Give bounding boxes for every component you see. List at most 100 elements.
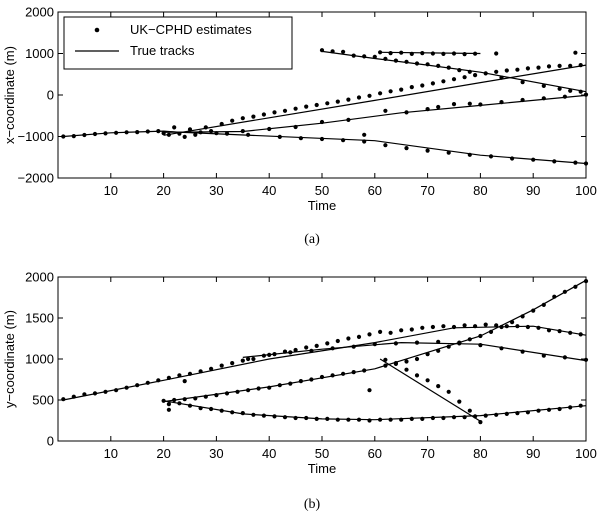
estimate-point	[494, 69, 499, 74]
y-tick-label: 1000	[25, 352, 54, 367]
x-tick-label: 90	[526, 446, 540, 461]
estimate-point	[478, 333, 483, 339]
estimate-point	[578, 332, 583, 337]
x-tick-label: 80	[473, 183, 487, 198]
estimate-point	[166, 375, 171, 380]
estimate-point	[145, 380, 150, 385]
y-tick-label: 500	[32, 393, 54, 408]
true-track-line	[163, 64, 587, 136]
estimate-point	[314, 343, 319, 348]
estimate-point	[383, 363, 388, 368]
estimate-point	[82, 392, 87, 397]
estimate-point	[187, 403, 193, 408]
estimate-point	[256, 386, 261, 391]
estimate-point	[330, 373, 335, 378]
estimate-point	[531, 157, 536, 162]
estimate-point	[209, 406, 214, 412]
estimate-point	[304, 415, 309, 421]
estimate-point	[251, 114, 256, 119]
estimate-point	[135, 383, 140, 388]
estimate-point	[436, 384, 441, 389]
estimate-point	[541, 353, 546, 358]
estimate-point	[509, 156, 515, 161]
estimate-point	[325, 101, 330, 106]
estimate-point	[293, 124, 298, 130]
estimate-point	[356, 334, 362, 339]
estimate-point	[383, 143, 388, 148]
x-tick-label: 40	[262, 446, 276, 461]
estimate-point	[568, 330, 573, 335]
estimate-point	[272, 352, 277, 357]
x-tick-label: 90	[526, 183, 540, 198]
panel-caption: (a)	[304, 232, 320, 247]
estimate-point	[388, 51, 393, 56]
estimate-point	[552, 159, 557, 164]
estimate-point	[166, 407, 171, 412]
y-tick-label: 1000	[25, 46, 54, 61]
estimate-point	[583, 92, 589, 97]
estimate-point	[182, 379, 187, 384]
estimate-point	[235, 389, 240, 394]
y-tick-label: −1000	[17, 129, 54, 144]
estimate-point	[557, 329, 562, 334]
estimate-point	[494, 323, 499, 328]
estimate-point	[446, 150, 451, 155]
estimate-point	[240, 129, 245, 134]
estimate-point	[378, 50, 383, 55]
x-tick-label: 10	[104, 183, 118, 198]
estimate-point	[430, 81, 435, 86]
estimate-point	[224, 131, 230, 136]
estimate-point	[166, 402, 171, 407]
estimate-point	[319, 119, 325, 125]
estimate-point	[525, 324, 531, 330]
estimate-point	[525, 410, 531, 415]
estimate-point	[536, 325, 541, 330]
estimate-point	[430, 51, 435, 56]
estimate-point	[288, 381, 293, 386]
estimate-point	[267, 352, 272, 357]
estimate-point	[193, 396, 198, 401]
x-tick-label: 20	[156, 183, 170, 198]
estimate-point	[198, 369, 203, 374]
estimate-point	[124, 385, 129, 390]
estimate-point	[346, 336, 351, 341]
estimate-point	[124, 130, 129, 135]
estimate-point	[494, 51, 499, 56]
estimate-point	[367, 332, 372, 337]
estimate-point	[293, 347, 298, 353]
estimate-point	[462, 75, 467, 80]
estimate-point	[478, 102, 483, 107]
estimate-point	[473, 51, 478, 56]
estimate-point	[272, 414, 277, 419]
x-tick-label: 50	[315, 446, 329, 461]
estimate-point	[583, 357, 589, 362]
estimate-point	[251, 412, 256, 417]
estimate-point	[246, 356, 251, 362]
estimate-point	[531, 308, 536, 313]
estimate-point	[166, 132, 171, 137]
estimate-point	[425, 148, 430, 153]
estimate-point	[562, 94, 568, 99]
estimate-point	[325, 341, 330, 346]
estimate-point	[251, 356, 256, 362]
estimate-point	[457, 68, 462, 73]
estimate-point	[383, 357, 388, 362]
estimate-point	[304, 345, 309, 350]
estimate-point	[293, 415, 298, 421]
panel-b-y-coordinate-chart: 10 20 30 40 50 60 70 80 90 1000500100015002000Tim…	[2, 270, 597, 513]
estimate-point	[267, 385, 272, 390]
estimate-point	[378, 329, 383, 334]
y-tick-label: 2000	[25, 5, 54, 20]
estimate-point	[499, 324, 504, 330]
estimate-point	[214, 393, 219, 398]
estimate-point	[314, 416, 319, 421]
estimate-point	[351, 344, 356, 349]
estimate-point	[404, 367, 409, 372]
estimate-point	[272, 110, 277, 115]
estimate-point	[451, 51, 457, 56]
estimate-point	[467, 101, 472, 106]
estimate-point	[414, 61, 420, 66]
estimate-point	[362, 132, 367, 137]
estimate-point	[135, 130, 140, 135]
